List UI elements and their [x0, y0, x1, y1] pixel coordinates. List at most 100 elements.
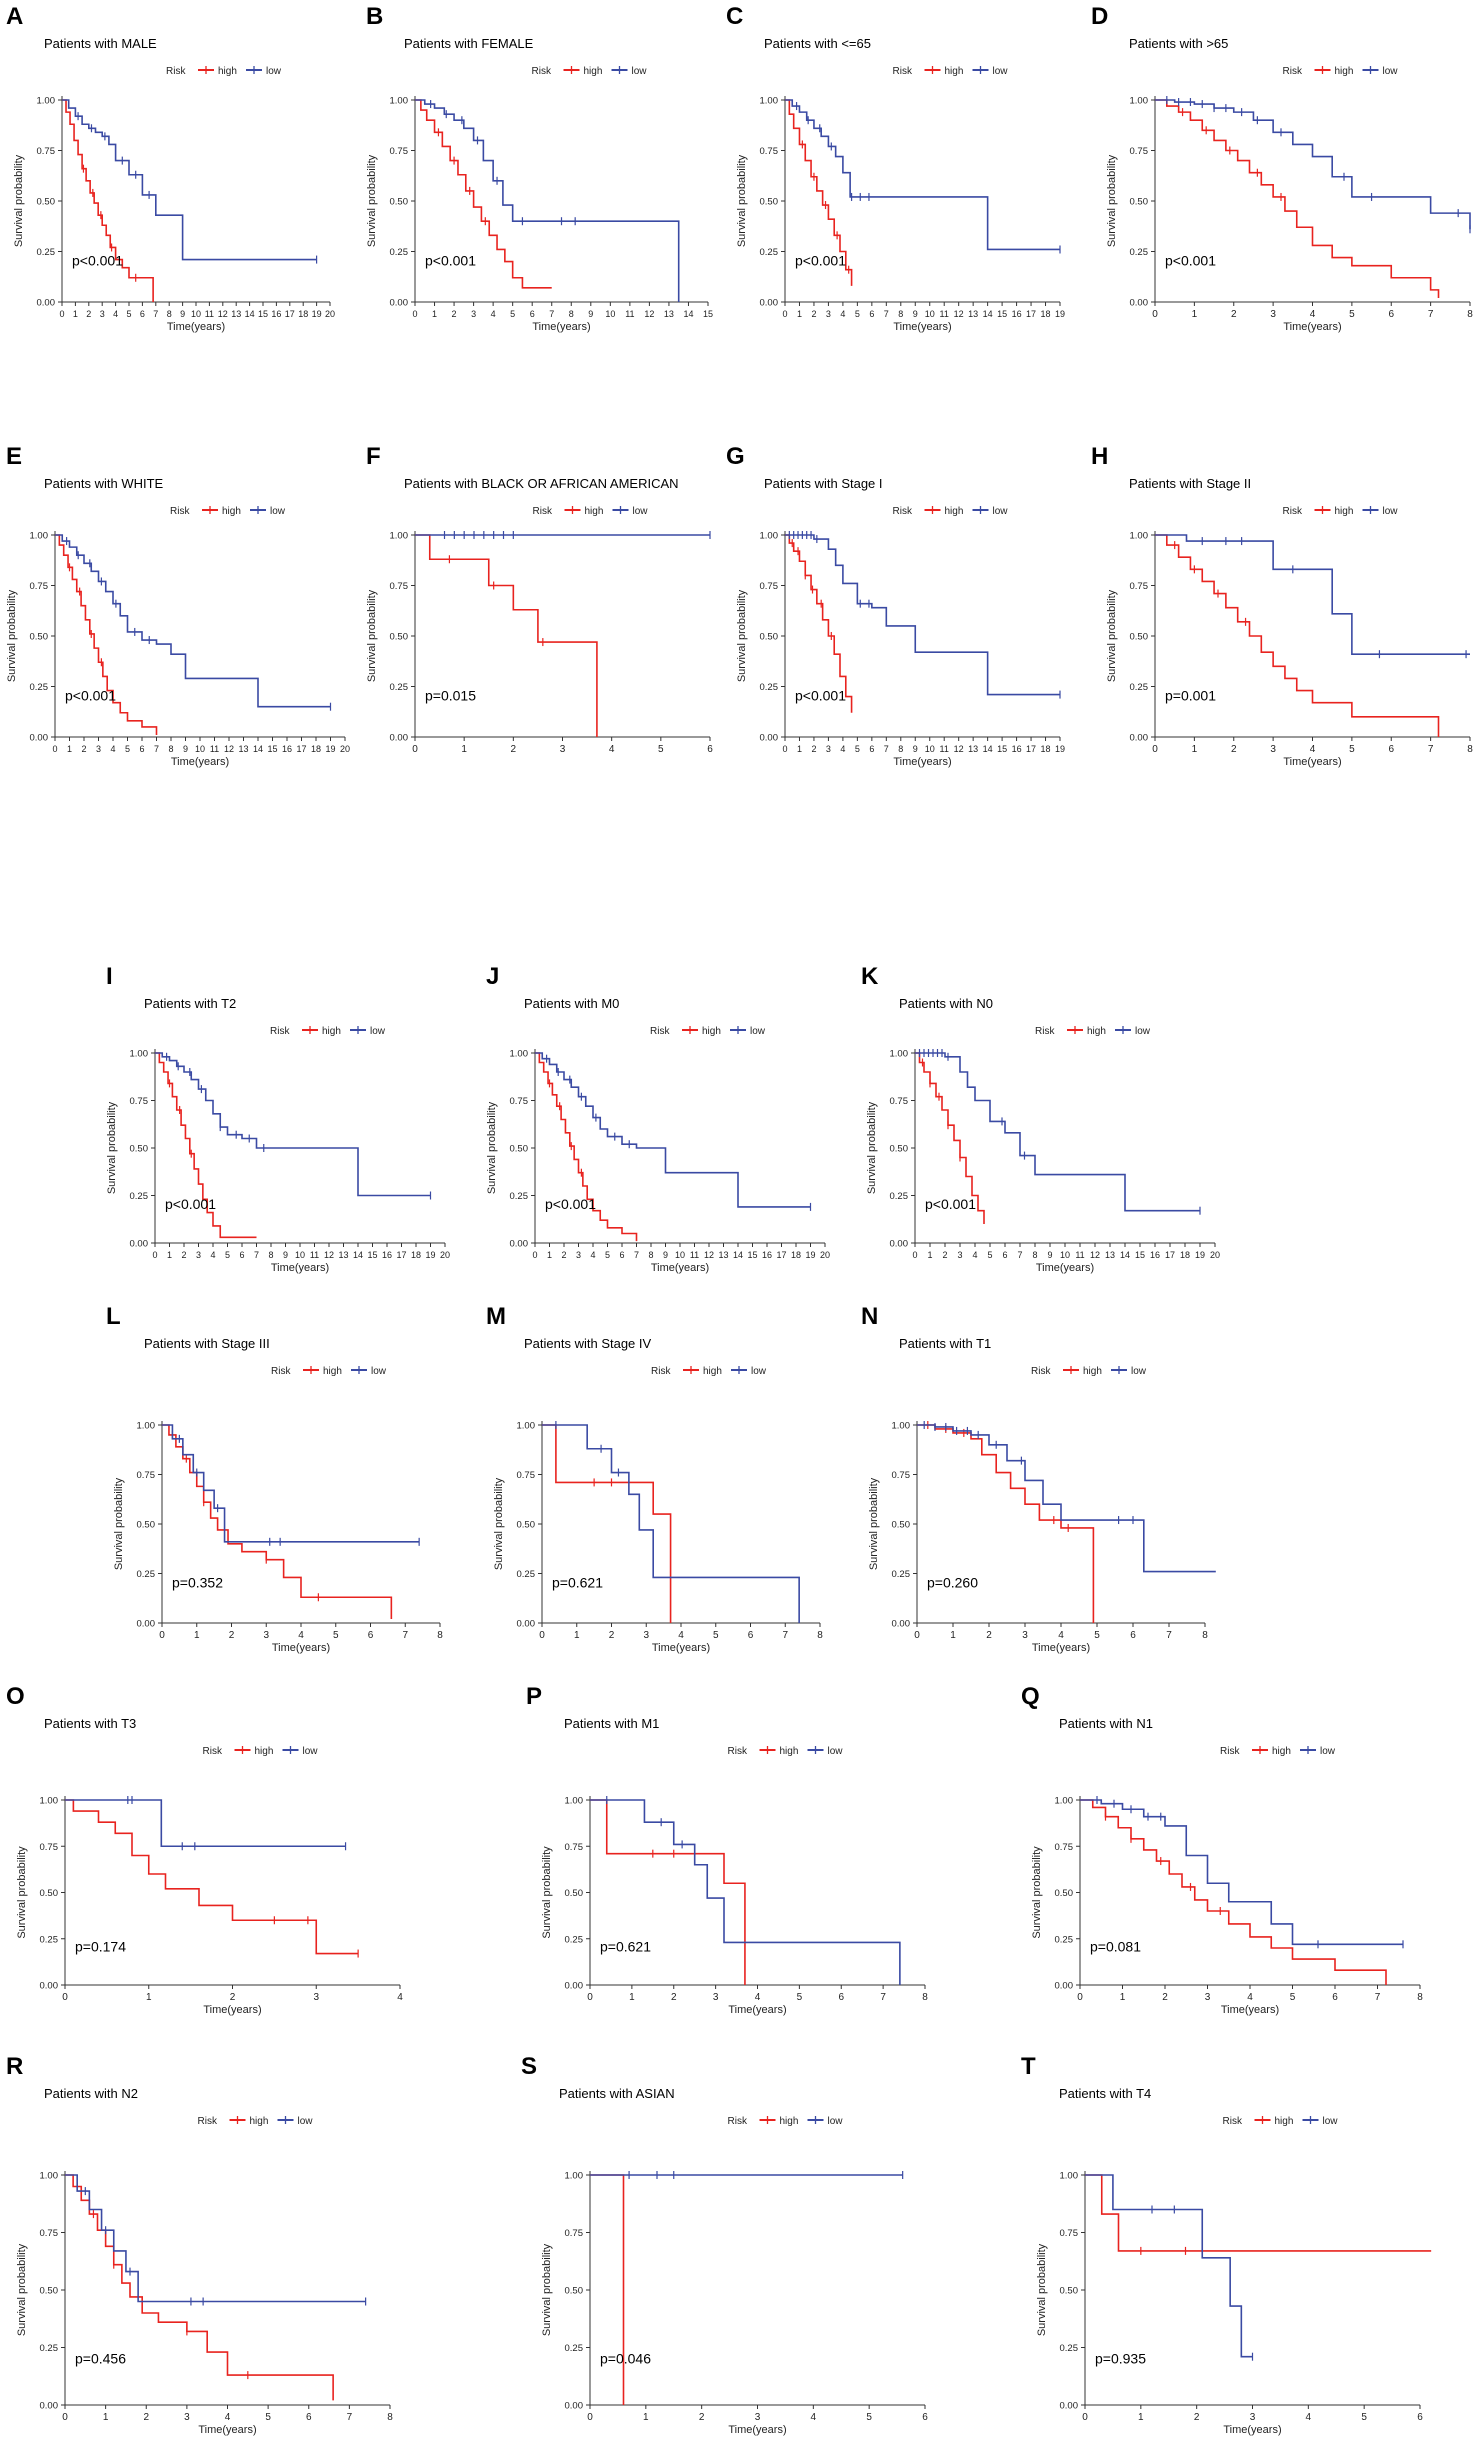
y-tick-label: 0.25 [760, 682, 779, 693]
x-tick-label: 2 [671, 1992, 677, 2003]
x-tick-label: 0 [159, 1630, 165, 1641]
y-tick-label: 0.00 [565, 2401, 584, 2412]
panel-letter: I [106, 963, 113, 990]
y-tick-label: 0.50 [390, 197, 409, 208]
x-tick-label: 4 [113, 309, 118, 319]
x-axis-label: Time(years) [1283, 756, 1341, 768]
km-panel-s: S Patients with ASIAN Risk high low 0.00 0.25 0… [515, 2050, 945, 2456]
km-curve-high [55, 534, 158, 735]
legend-label-low: low [828, 1746, 844, 1757]
legend-title: Risk [1220, 1746, 1240, 1757]
y-tick-label: 0.75 [1060, 2228, 1079, 2239]
x-tick-label: 5 [855, 309, 860, 319]
y-tick-label: 0.00 [1055, 1981, 1074, 1992]
x-tick-label: 7 [254, 1250, 259, 1260]
x-tick-label: 3 [755, 2412, 761, 2423]
x-tick-label: 7 [880, 1992, 886, 2003]
x-tick-label: 0 [539, 1630, 545, 1641]
y-tick-label: 1.00 [390, 531, 409, 542]
y-tick-label: 0.50 [1130, 197, 1149, 208]
legend-label-high: high [780, 1746, 799, 1757]
legend-label-low: low [270, 506, 286, 517]
y-tick-label: 0.25 [130, 1191, 149, 1202]
x-tick-label: 19 [1055, 309, 1065, 319]
x-axis-label: Time(years) [652, 1642, 710, 1654]
y-tick-label: 0.75 [517, 1470, 536, 1481]
x-tick-label: 0 [412, 744, 418, 755]
km-curve-high [162, 1424, 393, 1620]
panel-letter: Q [1021, 1683, 1040, 1710]
x-tick-label: 5 [510, 309, 515, 319]
x-tick-label: 6 [1332, 1992, 1338, 2003]
x-tick-label: 19 [425, 1250, 435, 1260]
y-tick-label: 1.00 [40, 2171, 59, 2182]
legend-title: Risk [1035, 1026, 1055, 1037]
x-tick-label: 14 [683, 309, 693, 319]
km-panel-c: C Patients with <=65 Risk high low 0.00 0.25 0.… [720, 0, 1090, 345]
x-axis-label: Time(years) [1221, 2004, 1279, 2016]
km-plot-svg: P Patients with M1 Risk high low 0.00 0.25 0.50… [526, 1683, 928, 2016]
y-tick-label: 1.00 [1130, 96, 1149, 107]
y-tick-label: 0.25 [37, 247, 56, 258]
x-tick-label: 14 [253, 744, 263, 754]
km-curve-high [535, 1052, 638, 1242]
x-tick-label: 3 [1270, 309, 1276, 320]
x-tick-label: 10 [191, 309, 201, 319]
x-tick-label: 8 [569, 309, 574, 319]
x-tick-label: 9 [913, 309, 918, 319]
x-tick-label: 2 [511, 744, 517, 755]
y-tick-label: 0.00 [517, 1619, 536, 1630]
km-curve-high [590, 2174, 625, 2405]
x-tick-label: 2 [1194, 2412, 1200, 2423]
legend-label-high: high [222, 506, 241, 517]
x-tick-label: 13 [968, 744, 978, 754]
km-panel-d: D Patients with >65 Risk high low 0.00 0.25 0.5… [1085, 0, 1475, 345]
y-tick-label: 1.00 [137, 1421, 156, 1432]
panel-letter: S [521, 2053, 537, 2080]
x-tick-label: 13 [664, 309, 674, 319]
km-plot-svg: C Patients with <=65 Risk high low 0.00 0.25 0.… [726, 3, 1065, 333]
x-tick-label: 4 [609, 744, 615, 755]
x-tick-label: 5 [658, 744, 664, 755]
y-tick-label: 0.50 [390, 632, 409, 643]
p-value-label: p=0.935 [1095, 2351, 1146, 2367]
x-axis-label: Time(years) [203, 2004, 261, 2016]
x-tick-label: 8 [898, 309, 903, 319]
y-axis-label: Survival probability [866, 1101, 878, 1194]
y-tick-label: 0.00 [565, 1981, 584, 1992]
x-tick-label: 1 [167, 1250, 172, 1260]
x-tick-label: 6 [1002, 1250, 1007, 1260]
x-tick-label: 3 [263, 1630, 269, 1641]
legend-title: Risk [651, 1366, 671, 1377]
legend-label-low: low [1323, 2116, 1339, 2127]
km-curve-low [535, 1052, 811, 1208]
y-tick-label: 0.00 [1060, 2401, 1079, 2412]
x-tick-label: 5 [265, 2412, 271, 2423]
x-tick-label: 3 [184, 2412, 190, 2423]
km-curve-low [162, 1424, 420, 1543]
p-value-label: p<0.001 [795, 688, 846, 704]
x-tick-label: 0 [587, 1992, 593, 2003]
km-curve-low [55, 534, 331, 708]
km-curve-high [415, 534, 598, 737]
y-tick-label: 0.50 [1130, 632, 1149, 643]
km-panel-o: O Patients with T3 Risk high low 0.00 0.25 0.50… [0, 1680, 430, 2050]
x-tick-label: 8 [268, 1250, 273, 1260]
x-tick-label: 0 [62, 2412, 68, 2423]
y-axis-label: Survival probability [366, 154, 378, 247]
p-value-label: p=0.081 [1090, 1939, 1141, 1955]
y-tick-label: 0.25 [565, 2343, 584, 2354]
x-tick-label: 4 [491, 309, 496, 319]
x-tick-label: 4 [590, 1250, 595, 1260]
x-tick-label: 2 [229, 1630, 235, 1641]
km-panel-a: A Patients with MALE Risk high low 0.00 0.25 0.… [0, 0, 368, 345]
x-tick-label: 14 [983, 744, 993, 754]
legend-label-high: high [250, 2116, 269, 2127]
panel-letter: O [6, 1683, 25, 1710]
legend-label-high: high [1335, 66, 1354, 77]
panel-letter: H [1091, 443, 1108, 470]
km-panel-q: Q Patients with N1 Risk high low 0.00 0.25 0.50… [1015, 1680, 1475, 2050]
x-tick-label: 9 [913, 744, 918, 754]
x-tick-label: 2 [986, 1630, 992, 1641]
